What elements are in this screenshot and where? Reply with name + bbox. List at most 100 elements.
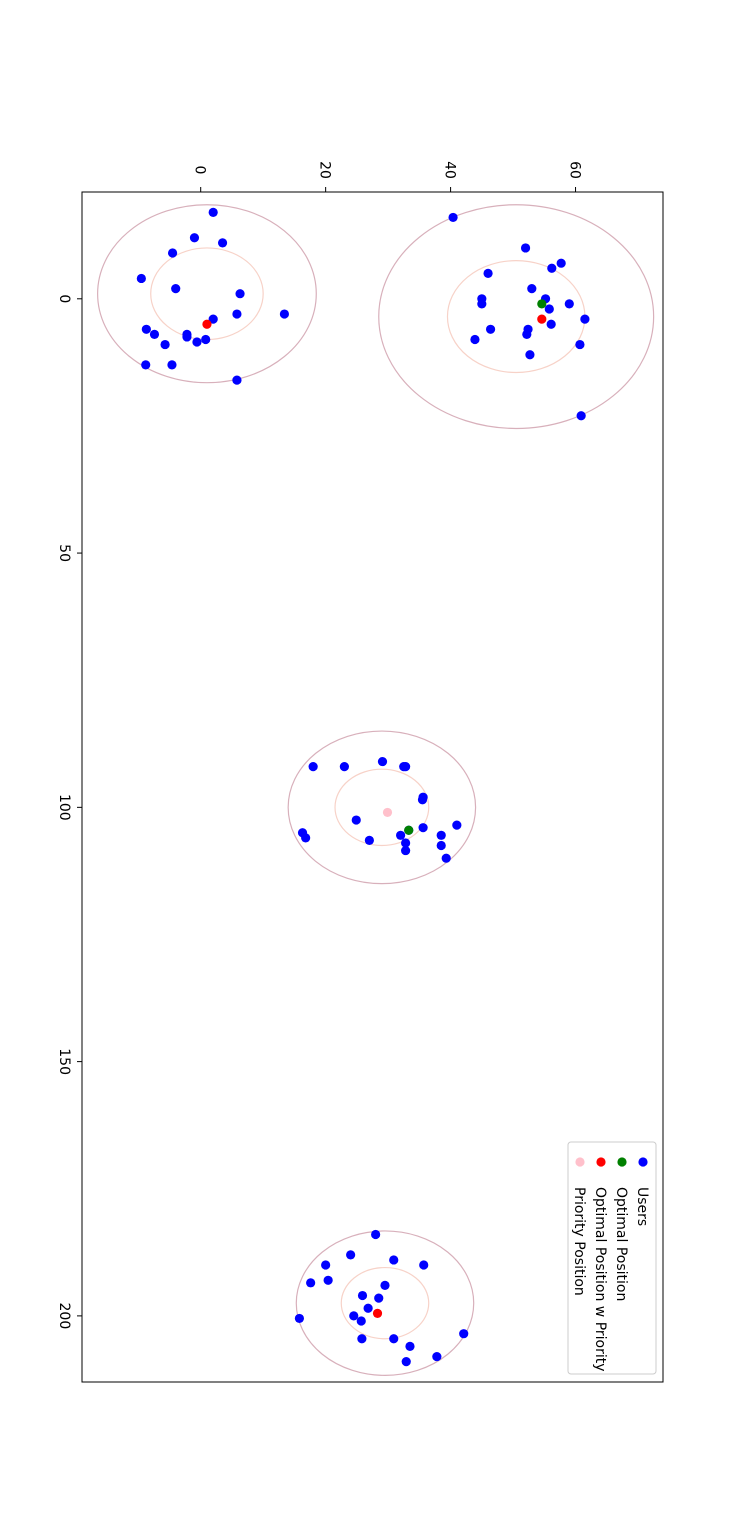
users-point-13: [182, 332, 192, 342]
users-point-27: [477, 299, 487, 309]
users-point-35: [522, 329, 532, 339]
users-point-23: [547, 263, 557, 273]
users-point-2: [217, 238, 228, 248]
users-point-10: [141, 324, 151, 334]
x-tick-label-0: 0: [56, 294, 72, 303]
users-point-71: [349, 1311, 359, 1321]
users-point-16: [160, 339, 170, 350]
outer-circle-1: [378, 204, 655, 430]
users-point-38: [525, 350, 535, 360]
users-point-40: [377, 756, 388, 767]
users-point-76: [389, 1334, 399, 1344]
users-point-66: [306, 1278, 316, 1288]
users-point-67: [380, 1280, 390, 1290]
users-point-3: [167, 248, 178, 258]
x-tick-label-100: 100: [56, 794, 72, 821]
outer-circle-0: [97, 204, 317, 384]
inner-circle-2: [334, 768, 430, 847]
y-axis-ticks: 0 20 40 60: [192, 161, 583, 192]
users-point-17: [141, 360, 151, 370]
users-point-18: [167, 360, 177, 370]
users-point-42: [339, 762, 349, 772]
users-point-21: [520, 243, 531, 253]
users-point-15: [192, 337, 202, 347]
legend-marker-priority: [575, 1157, 585, 1167]
points-layer: [136, 207, 590, 1367]
users-point-65: [323, 1275, 333, 1285]
users-point-0: [208, 207, 218, 217]
users-point-37: [575, 339, 585, 350]
outer-circle-3: [295, 1230, 475, 1376]
legend-marker-optimal: [617, 1157, 627, 1167]
optimal-priority-point-2: [372, 1308, 383, 1318]
users-point-60: [371, 1229, 381, 1240]
users-point-69: [374, 1293, 384, 1303]
users-point-48: [452, 820, 462, 830]
legend-label-optimal: Optimal Position: [613, 1187, 629, 1301]
legend: Users Optimal Position Optimal Position w …: [567, 1141, 657, 1375]
users-point-55: [364, 835, 374, 845]
inner-circle-1: [446, 260, 586, 374]
users-point-9: [208, 314, 218, 324]
optimal-priority-point-1: [537, 314, 547, 324]
users-point-59: [441, 853, 451, 863]
y-tick-label-20: 20: [317, 161, 333, 179]
users-point-6: [235, 289, 245, 299]
users-point-14: [201, 334, 211, 345]
users-point-70: [363, 1303, 373, 1313]
users-point-57: [436, 840, 446, 851]
users-point-5: [171, 284, 181, 294]
inner-circle-3: [340, 1266, 430, 1340]
y-tick-label-0: 0: [192, 166, 208, 175]
users-point-78: [432, 1351, 442, 1362]
users-point-39: [576, 411, 586, 421]
legend-marker-users: [638, 1157, 648, 1167]
users-point-77: [405, 1341, 415, 1352]
users-point-4: [136, 273, 146, 284]
y-tick-label-40: 40: [442, 161, 458, 179]
users-point-52: [436, 830, 446, 840]
x-tick-label-200: 200: [56, 1303, 72, 1330]
users-point-54: [301, 833, 311, 843]
y-tick-label-60: 60: [567, 161, 583, 179]
users-point-62: [346, 1250, 356, 1260]
users-point-63: [321, 1260, 331, 1270]
users-point-53: [396, 830, 406, 840]
users-point-7: [232, 309, 242, 319]
priority-point-0: [382, 807, 393, 818]
x-axis-ticks: 0 50 100 150 200: [56, 294, 82, 1329]
legend-label-users: Users: [634, 1187, 650, 1226]
users-point-20: [448, 212, 458, 223]
x-tick-label-150: 150: [56, 1048, 72, 1075]
users-point-56: [401, 838, 411, 848]
users-point-30: [544, 304, 554, 314]
optimal-priority-point-0: [202, 319, 212, 329]
users-point-29: [564, 299, 574, 309]
users-point-74: [459, 1329, 469, 1339]
optimal-point-1: [404, 825, 414, 835]
users-point-75: [357, 1334, 367, 1344]
users-point-47: [351, 815, 361, 825]
plot-frame: [81, 191, 664, 1383]
users-point-41: [308, 762, 318, 772]
users-point-44: [401, 762, 411, 772]
users-point-19: [232, 375, 242, 385]
users-point-31: [580, 314, 590, 324]
users-point-58: [401, 845, 411, 856]
users-point-72: [294, 1313, 305, 1324]
optimal-point-0: [537, 299, 547, 309]
users-point-73: [356, 1316, 366, 1326]
users-point-68: [357, 1290, 368, 1301]
users-point-46: [417, 795, 428, 805]
legend-box: [567, 1141, 657, 1375]
users-point-33: [485, 324, 496, 334]
users-point-25: [527, 284, 537, 294]
outer-circle-2: [287, 730, 477, 885]
legend-label-optimal-priority: Optimal Position w Priority: [592, 1187, 608, 1372]
users-point-1: [189, 233, 200, 243]
users-point-24: [483, 268, 493, 278]
x-tick-label-50: 50: [56, 544, 72, 562]
users-point-61: [389, 1255, 399, 1265]
users-point-32: [546, 319, 556, 329]
